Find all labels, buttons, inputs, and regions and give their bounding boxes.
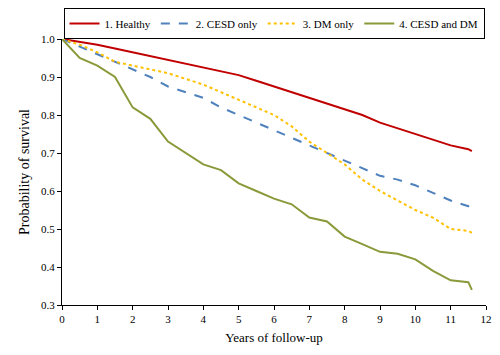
svg-text:0.5: 0.5 xyxy=(41,223,55,235)
svg-text:0.7: 0.7 xyxy=(41,147,55,159)
svg-text:6: 6 xyxy=(271,313,277,325)
svg-text:4: 4 xyxy=(201,313,207,325)
svg-text:7: 7 xyxy=(307,313,313,325)
svg-text:9: 9 xyxy=(377,313,383,325)
svg-text:2: 2 xyxy=(130,313,136,325)
svg-text:0: 0 xyxy=(59,313,65,325)
svg-text:11: 11 xyxy=(445,313,456,325)
svg-text:4. CESD and DM: 4. CESD and DM xyxy=(399,18,477,30)
svg-text:1. Healthy: 1. Healthy xyxy=(105,18,151,30)
svg-text:8: 8 xyxy=(342,313,348,325)
svg-text:Years of follow-up: Years of follow-up xyxy=(225,330,323,345)
svg-text:Probability of survival: Probability of survival xyxy=(17,109,32,235)
svg-text:3: 3 xyxy=(165,313,171,325)
svg-text:0.8: 0.8 xyxy=(41,109,55,121)
svg-text:0.9: 0.9 xyxy=(41,71,55,83)
svg-text:5: 5 xyxy=(236,313,242,325)
svg-text:0.4: 0.4 xyxy=(41,261,55,273)
svg-text:0.3: 0.3 xyxy=(41,299,55,311)
svg-text:12: 12 xyxy=(481,313,492,325)
svg-text:1: 1 xyxy=(95,313,101,325)
svg-text:2. CESD only: 2. CESD only xyxy=(196,18,258,30)
svg-text:10: 10 xyxy=(410,313,422,325)
svg-text:1.0: 1.0 xyxy=(41,33,55,45)
svg-text:0.6: 0.6 xyxy=(41,185,55,197)
svg-text:3. DM only: 3. DM only xyxy=(303,18,355,30)
